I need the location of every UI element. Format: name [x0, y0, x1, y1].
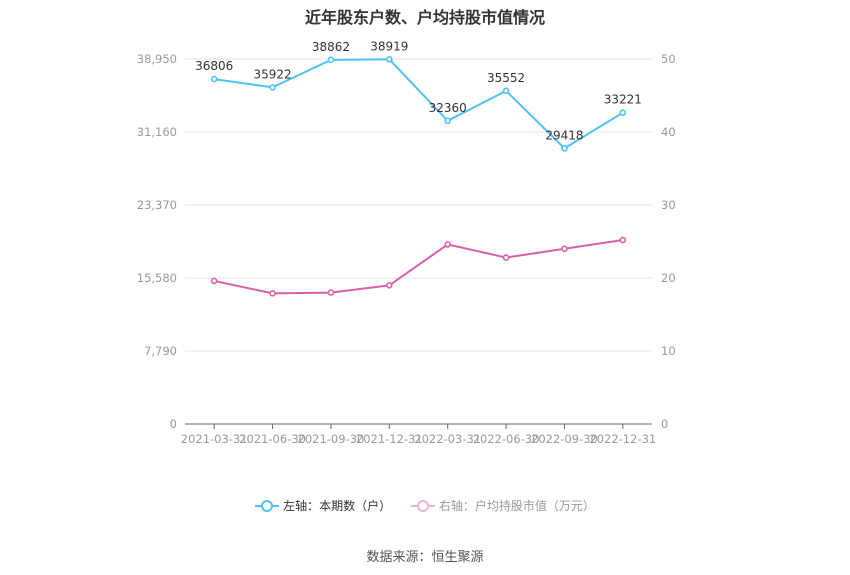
x-tick-label: 2022-09-30	[531, 432, 598, 446]
data-label: 29418	[545, 128, 583, 142]
data-point	[327, 56, 335, 64]
data-point	[502, 87, 510, 95]
right-tick-label: 40	[661, 125, 676, 139]
x-tick-label: 2021-09-30	[298, 432, 365, 446]
data-label: 33221	[604, 93, 642, 107]
data-point	[619, 236, 627, 244]
data-point	[561, 145, 568, 152]
x-tick-label: 2021-12-31	[356, 432, 423, 446]
x-tick-label: 2022-12-31	[589, 432, 656, 446]
right-tick-label: 30	[661, 198, 676, 212]
legend-label: 右轴：户均持股市值（万元）	[438, 499, 595, 513]
series-line-1	[213, 239, 623, 295]
data-point	[444, 117, 451, 125]
line-chart: 0 0 7,790 10 15,580 20 23,370 30 31,160 40 38,950 5…	[137, 39, 676, 446]
right-tick-label: 50	[661, 52, 676, 66]
data-point	[619, 109, 627, 116]
data-label: 38862	[312, 40, 350, 54]
x-tick-label: 2021-03-31	[181, 432, 248, 446]
right-tick-label: 10	[661, 344, 676, 358]
left-tick-label: 38,950	[137, 52, 177, 66]
right-tick-label: 0	[661, 417, 668, 431]
x-tick-label: 2022-06-30	[473, 432, 540, 446]
data-label: 32360	[429, 101, 467, 115]
data-point	[210, 277, 218, 285]
data-label: 35552	[487, 71, 525, 85]
data-source: 数据来源：恒生聚源	[366, 550, 484, 565]
data-point	[561, 245, 568, 253]
data-point	[502, 254, 510, 261]
data-point	[269, 84, 276, 91]
x-tick-label: 2022-03-31	[414, 432, 481, 446]
data-point	[444, 241, 451, 248]
legend: 左轴：本期数（户） 右轴：户均持股市值（万元）	[0, 497, 850, 516]
series-line-0	[214, 58, 624, 150]
legend-marker-icon	[410, 499, 435, 512]
left-tick-label: 15,580	[137, 271, 177, 285]
data-point	[269, 290, 276, 297]
legend-item-avg-value[interactable]: 右轴：户均持股市值（万元）	[410, 497, 595, 514]
left-tick-label: 7,790	[144, 344, 177, 358]
chart-title: 近年股东户数、户均持股市值情况	[304, 8, 545, 27]
data-label: 36806	[195, 59, 233, 73]
legend-item-households[interactable]: 左轴：本期数（户）	[255, 497, 391, 514]
left-tick-label: 23,370	[137, 198, 177, 212]
data-label: 35922	[253, 67, 291, 81]
legend-label: 左轴：本期数（户）	[283, 499, 392, 513]
data-point	[386, 281, 393, 289]
left-tick-label: 31,160	[137, 125, 177, 139]
x-tick-label: 2021-06-30	[239, 432, 306, 446]
data-point	[327, 289, 335, 296]
data-point	[210, 75, 218, 83]
data-point	[386, 55, 393, 63]
legend-marker-icon	[255, 499, 280, 512]
left-tick-label: 0	[170, 417, 177, 431]
right-tick-label: 20	[661, 271, 676, 285]
data-label: 38919	[370, 39, 408, 53]
